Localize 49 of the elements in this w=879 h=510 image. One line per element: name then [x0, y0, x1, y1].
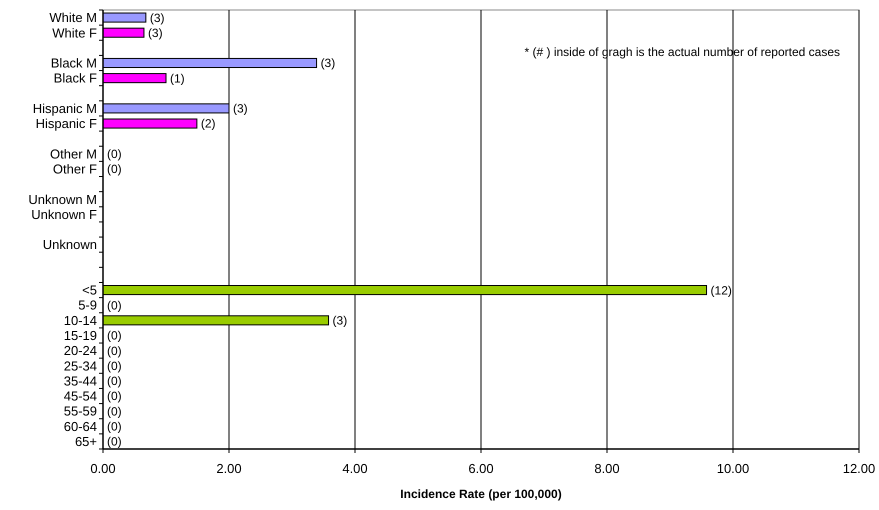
y-tick-label: Unknown F — [31, 206, 98, 222]
annotation: (1) — [170, 71, 185, 86]
y-tick-label: 20-24 — [64, 343, 97, 358]
y-tick-label: Unknown — [42, 237, 97, 252]
y-tick-label: 65+ — [74, 434, 97, 449]
annotation: (0) — [107, 298, 122, 312]
y-tick-label: Black M — [50, 56, 97, 71]
y-tick-label: 60-64 — [64, 418, 97, 434]
annotation: (0) — [107, 389, 122, 404]
annotation: (2) — [200, 116, 216, 131]
annotation: (3) — [320, 56, 336, 70]
y-tick-label: Other M — [50, 146, 97, 162]
y-tick-label: White F — [52, 25, 98, 40]
y-tick-label: <5 — [82, 282, 97, 298]
x-tick-label: 4.00 — [342, 461, 368, 476]
y-tick-label: Hispanic F — [36, 116, 98, 132]
y-tick-label: Hispanic M — [32, 100, 97, 116]
y-tick-label: 35-44 — [64, 373, 97, 388]
annotation: (0) — [107, 404, 122, 418]
y-tick-label: White M — [49, 10, 97, 26]
y-tick-label: Unknown M — [28, 192, 97, 207]
annotation: (3) — [233, 102, 248, 116]
x-tick-label: 8.00 — [594, 461, 620, 476]
annotation: (3) — [332, 314, 348, 328]
y-tick-label: 55-59 — [64, 404, 97, 419]
annotation: (0) — [107, 328, 122, 343]
annotation: (12) — [710, 283, 732, 298]
y-tick-label: 15-19 — [64, 328, 97, 344]
annotation: (0) — [107, 374, 122, 388]
y-tick-label: Black F — [54, 70, 98, 86]
y-tick-label: 10-14 — [64, 312, 97, 328]
y-tick-label: Other F — [52, 162, 98, 176]
x-tick-label: 6.00 — [468, 461, 494, 476]
y-tick-label: 45-54 — [64, 388, 97, 404]
x-tick-label: 10.00 — [716, 461, 750, 476]
annotation: (0) — [107, 344, 122, 358]
x-tick-label: 12.00 — [842, 461, 876, 476]
x-tick-label: 2.00 — [216, 461, 242, 476]
annotation: (0) — [107, 162, 122, 176]
y-tick-label: 5-9 — [78, 298, 97, 313]
annotation: (0) — [107, 358, 122, 373]
annotation: (0) — [107, 419, 122, 434]
y-tick-label: 25-34 — [64, 358, 97, 374]
annotation: (3) — [148, 26, 163, 40]
annotation: (0) — [107, 147, 122, 162]
annotation: (3) — [150, 10, 165, 25]
x-tick-label: 0.00 — [90, 461, 116, 476]
annotation: (0) — [107, 434, 122, 449]
x-axis-title: Incidence Rate (per 100,000) — [400, 487, 562, 501]
